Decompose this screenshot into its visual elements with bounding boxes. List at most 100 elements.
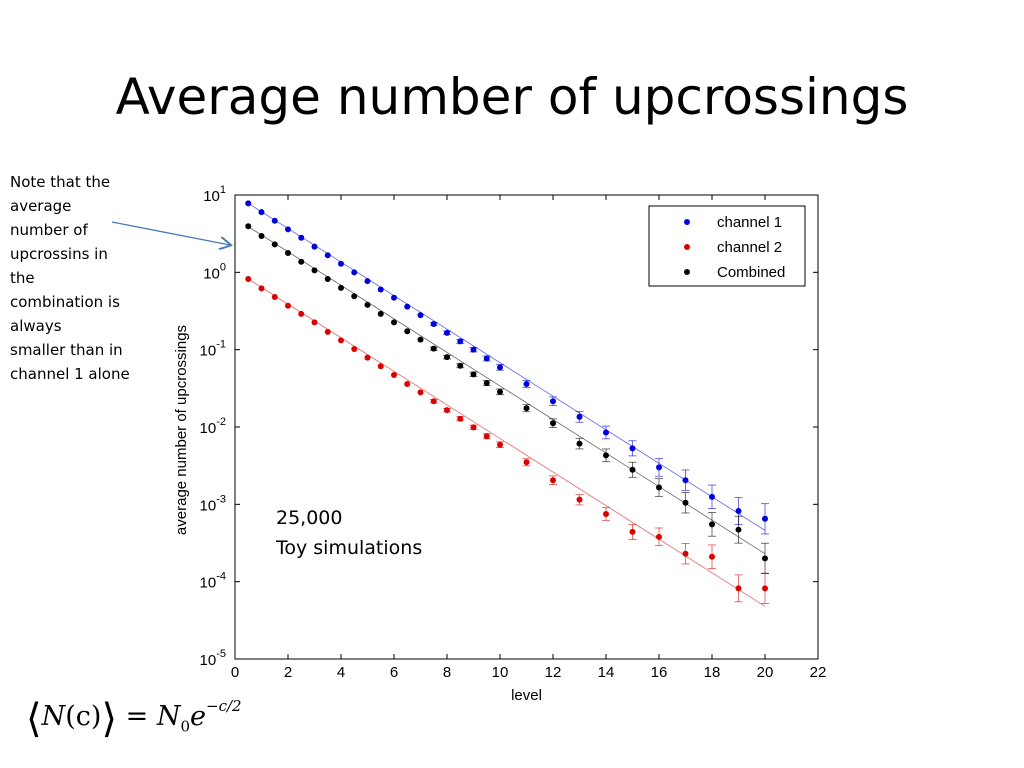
data-point	[258, 233, 265, 240]
y-tick-label: 10-1	[200, 339, 226, 360]
data-point	[245, 200, 252, 207]
x-tick-label: 18	[704, 664, 721, 681]
data-point	[377, 286, 384, 293]
data-point	[497, 441, 503, 448]
data-point	[404, 328, 411, 335]
data-point	[391, 372, 397, 379]
x-axis-label: level	[511, 687, 542, 704]
formula-lhs-arg: (c)	[65, 701, 102, 732]
x-tick-label: 16	[651, 664, 668, 681]
slide-title: Average number of upcrossings	[115, 68, 909, 126]
data-point	[351, 293, 358, 300]
data-point	[311, 319, 318, 326]
data-point	[298, 234, 305, 241]
y-axis-label: average number of upcrossings	[173, 325, 190, 535]
formula-right-angle: ⟩	[101, 696, 118, 742]
data-point	[324, 275, 331, 282]
formula-exponent: −c/2	[206, 697, 242, 715]
data-point	[762, 555, 768, 562]
data-point	[682, 477, 689, 484]
data-point	[550, 477, 556, 484]
legend-label: channel 2	[717, 239, 782, 256]
data-point	[417, 312, 424, 319]
formula: ⟨N(c)⟩ = N0e−c/2	[26, 696, 242, 742]
x-tick-label: 12	[545, 664, 562, 681]
data-point	[377, 363, 384, 370]
legend-marker	[684, 244, 690, 250]
data-point	[629, 445, 636, 452]
data-point	[762, 585, 768, 592]
series-channel-1	[245, 200, 769, 535]
formula-lhs-var: N	[41, 701, 66, 732]
data-point	[576, 496, 583, 503]
data-point	[735, 507, 742, 514]
x-tick-label: 14	[598, 664, 615, 681]
x-tick-label: 10	[492, 664, 509, 681]
x-tick-label: 20	[757, 664, 774, 681]
data-point	[709, 553, 715, 560]
data-point	[417, 336, 424, 343]
data-point	[271, 217, 278, 224]
data-point	[629, 528, 636, 535]
data-point	[603, 452, 609, 459]
data-point	[483, 433, 490, 440]
x-tick-label: 22	[810, 664, 827, 681]
data-point	[430, 398, 437, 405]
data-point	[391, 294, 397, 301]
data-point	[311, 267, 318, 274]
data-point	[576, 413, 583, 420]
data-point	[457, 362, 464, 369]
formula-rhs-sub: 0	[180, 717, 191, 736]
annotation-text: 25,000	[276, 507, 342, 529]
data-point	[762, 515, 768, 522]
data-point	[497, 364, 503, 371]
note-arrow	[111, 221, 230, 245]
data-point	[603, 429, 609, 436]
data-point	[351, 269, 358, 276]
data-point	[550, 398, 556, 405]
data-point	[245, 275, 252, 282]
fit-line	[248, 278, 766, 607]
data-point	[245, 223, 252, 230]
y-tick-label: 100	[203, 261, 226, 282]
annotation-text: Toy simulations	[275, 537, 422, 559]
data-point	[470, 424, 477, 431]
side-note: Note that the average number of upcrossi…	[10, 173, 130, 383]
data-point	[457, 338, 464, 345]
legend-label: Combined	[717, 264, 785, 281]
data-point	[404, 380, 411, 387]
legend-label: channel 1	[717, 214, 782, 231]
y-tick-label: 10-3	[200, 493, 226, 514]
data-point	[271, 241, 278, 248]
data-point	[444, 354, 450, 361]
fit-line	[248, 226, 766, 555]
data-point	[377, 310, 384, 317]
data-point	[430, 345, 437, 352]
data-point	[258, 285, 265, 292]
legend-marker	[684, 219, 690, 225]
data-point	[523, 459, 530, 466]
data-point	[656, 464, 662, 471]
data-point	[483, 355, 490, 362]
legend: channel 1 channel 2 Combined	[648, 205, 806, 287]
data-point	[576, 440, 583, 447]
data-point	[285, 226, 291, 233]
data-point	[391, 319, 397, 326]
data-point	[656, 533, 662, 540]
data-point	[682, 550, 689, 557]
data-point	[338, 260, 344, 267]
data-point	[709, 493, 715, 500]
data-point	[338, 337, 344, 344]
data-point	[364, 354, 371, 361]
y-tick-label: 10-2	[200, 416, 226, 437]
data-point	[285, 302, 291, 309]
data-point	[682, 499, 689, 506]
data-point	[497, 388, 503, 395]
x-tick-label: 0	[231, 664, 239, 681]
data-point	[444, 407, 450, 414]
data-point	[430, 320, 437, 327]
data-point	[709, 521, 715, 528]
data-point	[735, 526, 742, 533]
data-point	[258, 209, 265, 216]
